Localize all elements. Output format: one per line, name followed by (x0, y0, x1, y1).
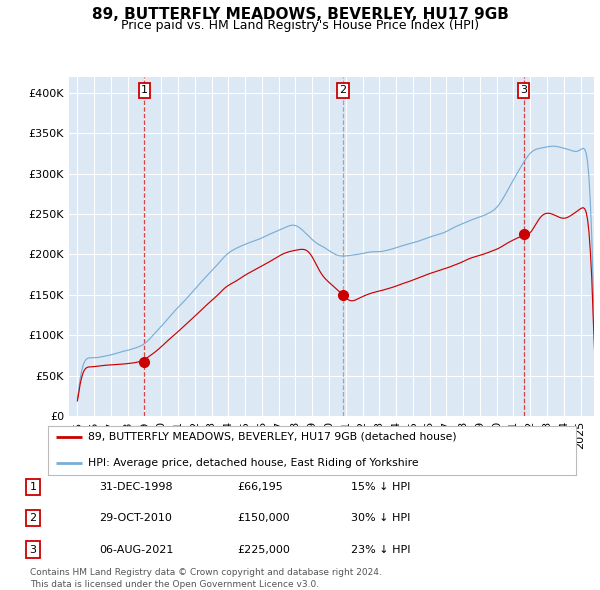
Text: 29-OCT-2010: 29-OCT-2010 (99, 513, 172, 523)
Text: Price paid vs. HM Land Registry's House Price Index (HPI): Price paid vs. HM Land Registry's House … (121, 19, 479, 32)
Text: Contains HM Land Registry data © Crown copyright and database right 2024.
This d: Contains HM Land Registry data © Crown c… (30, 568, 382, 589)
Text: 3: 3 (520, 85, 527, 95)
Text: 89, BUTTERFLY MEADOWS, BEVERLEY, HU17 9GB (detached house): 89, BUTTERFLY MEADOWS, BEVERLEY, HU17 9G… (88, 432, 456, 442)
Text: £150,000: £150,000 (237, 513, 290, 523)
Text: 15% ↓ HPI: 15% ↓ HPI (351, 482, 410, 492)
Text: 23% ↓ HPI: 23% ↓ HPI (351, 545, 410, 555)
Text: 1: 1 (29, 482, 37, 492)
Text: £225,000: £225,000 (237, 545, 290, 555)
Text: £66,195: £66,195 (237, 482, 283, 492)
Text: 30% ↓ HPI: 30% ↓ HPI (351, 513, 410, 523)
Text: 31-DEC-1998: 31-DEC-1998 (99, 482, 173, 492)
Text: 1: 1 (141, 85, 148, 95)
Text: 2: 2 (29, 513, 37, 523)
Text: 06-AUG-2021: 06-AUG-2021 (99, 545, 173, 555)
Text: 2: 2 (340, 85, 346, 95)
Text: 89, BUTTERFLY MEADOWS, BEVERLEY, HU17 9GB: 89, BUTTERFLY MEADOWS, BEVERLEY, HU17 9G… (92, 7, 508, 22)
Text: 3: 3 (29, 545, 37, 555)
Text: HPI: Average price, detached house, East Riding of Yorkshire: HPI: Average price, detached house, East… (88, 458, 418, 468)
